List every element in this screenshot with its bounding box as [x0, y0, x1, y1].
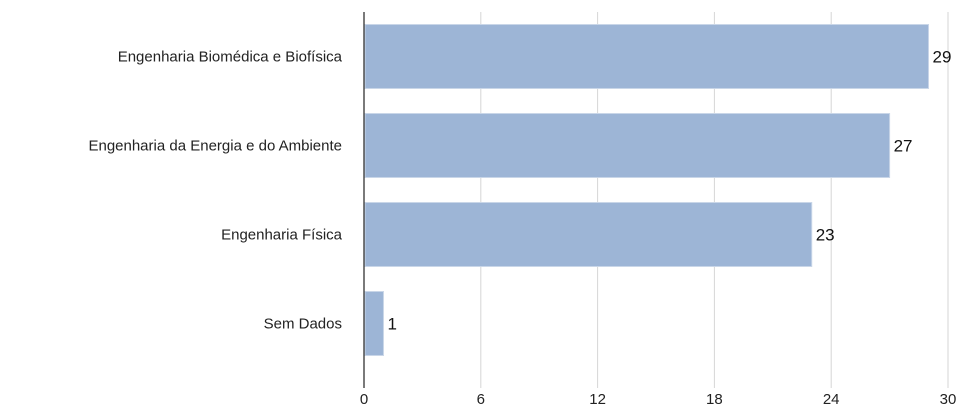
category-labels: Engenharia Biomédica e Biofísica Engenhar… — [88, 49, 342, 333]
value-label: 29 — [933, 48, 952, 67]
bars — [364, 24, 930, 356]
value-label: 1 — [387, 315, 396, 334]
value-label: 23 — [816, 226, 835, 245]
x-axis-tick-labels: 0 6 12 18 24 30 — [360, 391, 957, 408]
bar — [364, 113, 891, 178]
category-label: Engenharia Física — [221, 227, 343, 244]
x-tick-label: 30 — [940, 391, 957, 408]
bar — [364, 202, 813, 267]
bar — [364, 24, 930, 89]
value-label: 27 — [894, 137, 913, 156]
x-tick-label: 24 — [823, 391, 840, 408]
x-tick-label: 12 — [589, 391, 606, 408]
value-labels: 29 27 23 1 — [387, 48, 951, 334]
category-label: Sem Dados — [264, 316, 342, 333]
bar — [364, 291, 384, 356]
x-tick-label: 18 — [706, 391, 723, 408]
x-tick-label: 0 — [360, 391, 368, 408]
category-label: Engenharia Biomédica e Biofísica — [118, 49, 343, 66]
category-label: Engenharia da Energia e do Ambiente — [88, 138, 342, 155]
x-tick-label: 6 — [477, 391, 485, 408]
